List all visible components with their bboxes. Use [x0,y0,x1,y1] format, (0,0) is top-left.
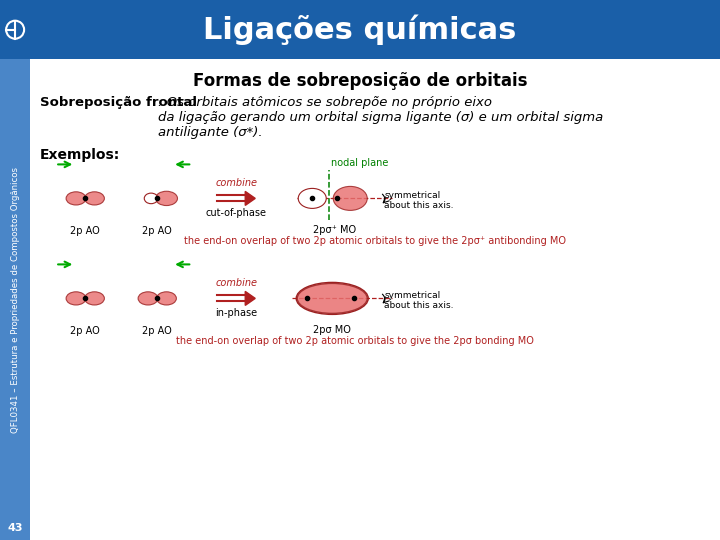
Text: Exemplos:: Exemplos: [40,148,120,163]
Ellipse shape [144,193,158,204]
Ellipse shape [84,192,104,205]
Text: the end-on overlap of two 2p atomic orbitals to give the 2pσ bonding MO: the end-on overlap of two 2p atomic orbi… [176,336,534,346]
Ellipse shape [66,192,86,205]
Text: Ligações químicas: Ligações químicas [203,15,517,45]
Text: in-phase: in-phase [215,308,257,319]
Text: 2pσ MO: 2pσ MO [313,326,351,335]
Bar [0,0,720,59]
Text: symmetrical
about this axis.: symmetrical about this axis. [384,191,454,210]
Text: 2p AO: 2p AO [143,226,172,237]
Text: symmetrical
about this axis.: symmetrical about this axis. [384,291,454,310]
Text: 2p AO: 2p AO [71,226,100,237]
Polygon shape [246,191,256,205]
Bar [0,59,30,540]
Text: Sobreposição frontal: Sobreposição frontal [40,97,197,110]
Ellipse shape [66,292,86,305]
Text: 2p AO: 2p AO [143,326,172,336]
Ellipse shape [84,292,104,305]
Ellipse shape [138,292,158,305]
Ellipse shape [297,284,367,313]
Ellipse shape [298,188,326,208]
Text: combine: combine [215,178,257,188]
Text: Formas de sobreposição de orbitais: Formas de sobreposição de orbitais [193,72,527,90]
Text: 2pσ⁺ MO: 2pσ⁺ MO [312,225,356,235]
Text: : Os orbitais atômicos se sobrepõe no próprio eixo
da ligação gerando um orbital: : Os orbitais atômicos se sobrepõe no pr… [158,97,603,139]
Text: nodal plane: nodal plane [331,158,389,168]
Text: cut-of-phase: cut-of-phase [206,208,266,218]
Ellipse shape [156,292,176,305]
Text: QFL0341 – Estrutura e Propriedades de Compostos Orgânicos: QFL0341 – Estrutura e Propriedades de Co… [11,167,19,433]
Polygon shape [246,292,256,306]
Text: 43: 43 [7,523,23,533]
Text: combine: combine [215,279,257,288]
Ellipse shape [333,186,367,211]
Ellipse shape [156,191,178,206]
Text: the end-on overlap of two 2p atomic orbitals to give the 2pσ⁺ antibonding MO: the end-on overlap of two 2p atomic orbi… [184,237,566,246]
Text: 2p AO: 2p AO [71,326,100,336]
